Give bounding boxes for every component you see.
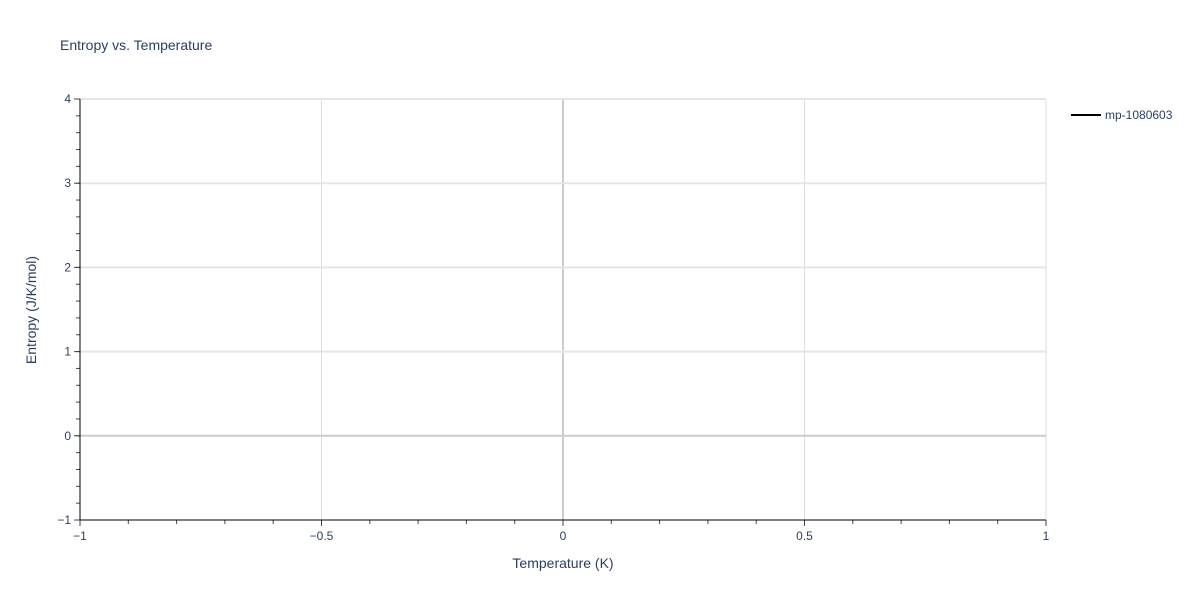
y-tick-label: 2 bbox=[64, 260, 71, 274]
legend-label-mp-1080603[interactable]: mp-1080603 bbox=[1105, 108, 1173, 122]
x-tick-label: 0.5 bbox=[796, 529, 813, 543]
x-tick-label: 1 bbox=[1043, 529, 1050, 543]
y-tick-label: −1 bbox=[57, 513, 71, 527]
y-tick-label: 4 bbox=[64, 92, 71, 106]
y-tick-label: 0 bbox=[64, 429, 71, 443]
y-tick-label: 1 bbox=[64, 345, 71, 359]
x-tick-label: −0.5 bbox=[310, 529, 334, 543]
y-tick-label: 3 bbox=[64, 176, 71, 190]
y-axis-title: Entropy (J/K/mol) bbox=[23, 256, 39, 364]
x-axis-title: Temperature (K) bbox=[512, 555, 613, 571]
x-tick-label: 0 bbox=[560, 529, 567, 543]
legend[interactable]: mp-1080603 bbox=[1071, 108, 1173, 122]
chart-title: Entropy vs. Temperature bbox=[60, 37, 212, 53]
axes: −1 −0.5 0 0.5 1 −1 0 1 2 3 4 bbox=[57, 92, 1049, 543]
x-tick-label: −1 bbox=[73, 529, 87, 543]
grid bbox=[80, 98, 1047, 520]
